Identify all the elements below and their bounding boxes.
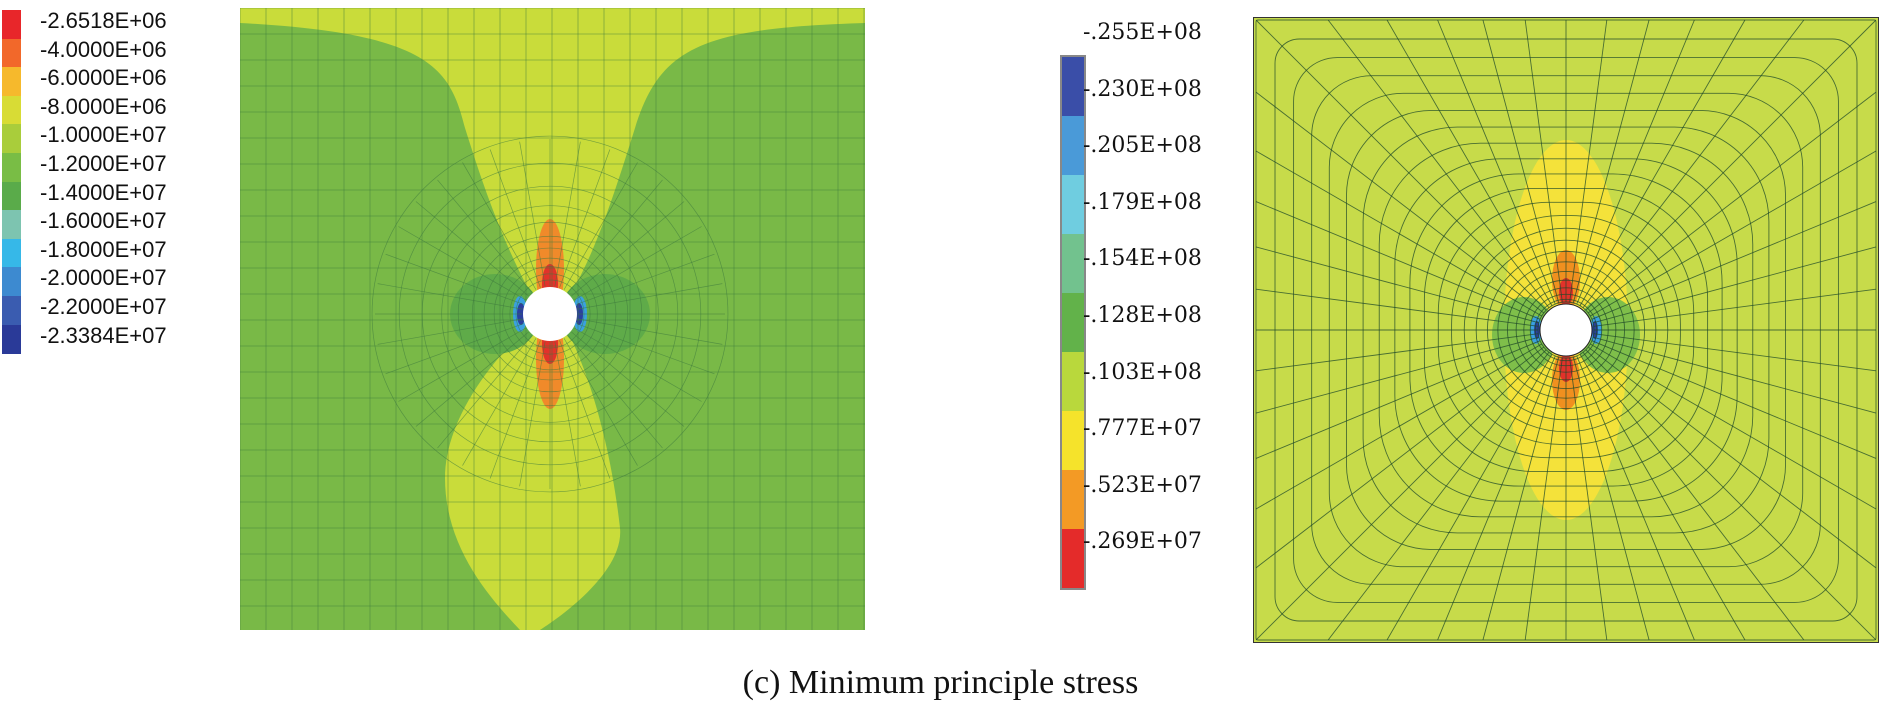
circular-hole xyxy=(523,287,577,341)
right-legend-label: -.154E+08 xyxy=(1083,246,1202,272)
left-legend-label: -4.0000E+06 xyxy=(40,36,167,62)
left-legend-swatch xyxy=(2,181,21,211)
left-legend-swatch xyxy=(2,38,21,68)
left-legend-swatch xyxy=(2,124,21,154)
right-legend: -.255E+08 -.230E+08 -.205E+08 -.179E+08 -.15… xyxy=(1055,20,1225,590)
left-legend-swatch xyxy=(2,238,21,268)
figure-caption: (c) Minimum principle stress xyxy=(742,664,1139,701)
right-legend-label: -.103E+08 xyxy=(1083,359,1202,385)
right-legend-band xyxy=(1062,470,1084,529)
left-legend-swatch xyxy=(2,95,21,125)
right-legend-label: -.230E+08 xyxy=(1083,76,1202,102)
right-legend-label: -.269E+07 xyxy=(1083,529,1202,555)
right-legend-label: -.255E+08 xyxy=(1083,20,1202,45)
left-legend-swatch xyxy=(2,153,21,182)
left-legend-swatch xyxy=(2,296,21,325)
left-legend-label: -8.0000E+06 xyxy=(40,93,167,119)
right-legend-band xyxy=(1062,411,1084,470)
left-legend-label: -1.0000E+07 xyxy=(40,122,167,148)
right-contour-plot xyxy=(1253,17,1879,643)
left-contour-plot xyxy=(240,8,865,630)
left-legend-swatch xyxy=(2,210,21,240)
left-legend-label: -1.4000E+07 xyxy=(40,179,167,205)
left-legend-label: -2.3384E+07 xyxy=(40,322,167,348)
left-legend-swatch xyxy=(2,10,21,39)
right-legend-label: -.205E+08 xyxy=(1083,133,1202,159)
right-legend-label: -.777E+07 xyxy=(1083,416,1202,442)
right-legend-band xyxy=(1062,234,1084,293)
left-legend-label: -2.0000E+07 xyxy=(40,265,167,291)
right-legend-band xyxy=(1062,293,1084,352)
mesh-radial xyxy=(371,135,729,493)
left-legend-label: -2.6518E+06 xyxy=(40,8,167,33)
right-legend-band xyxy=(1062,116,1084,175)
left-legend-swatch xyxy=(2,67,21,97)
circular-hole xyxy=(1539,303,1593,357)
right-legend-band xyxy=(1062,529,1084,588)
right-legend-colorbar xyxy=(1060,55,1086,590)
left-legend-label: -1.2000E+07 xyxy=(40,151,167,176)
left-legend-swatch xyxy=(2,267,21,297)
right-legend-label: -.179E+08 xyxy=(1083,189,1202,215)
mesh-grid xyxy=(1255,19,1877,641)
left-legend-label: -1.6000E+07 xyxy=(40,208,167,234)
left-legend-label: -1.8000E+07 xyxy=(40,236,167,262)
right-legend-label: -.523E+07 xyxy=(1083,472,1202,498)
left-legend-swatch xyxy=(2,324,21,354)
right-legend-label: -.128E+08 xyxy=(1083,303,1202,328)
right-legend-band xyxy=(1062,175,1084,234)
right-legend-band xyxy=(1062,352,1084,411)
right-legend-band xyxy=(1062,57,1084,116)
left-legend-label: -6.0000E+06 xyxy=(40,65,167,91)
left-legend-label: -2.2000E+07 xyxy=(40,294,167,319)
